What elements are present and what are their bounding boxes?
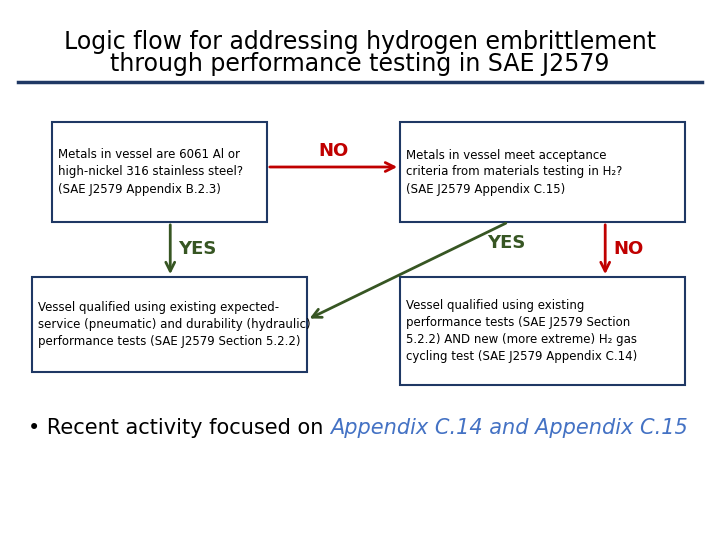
Text: Logic flow for addressing hydrogen embrittlement: Logic flow for addressing hydrogen embri…: [64, 30, 656, 54]
Text: NO: NO: [613, 240, 644, 259]
Text: Vessel qualified using existing expected-
service (pneumatic) and durability (hy: Vessel qualified using existing expected…: [38, 301, 310, 348]
Text: Vessel qualified using existing
performance tests (SAE J2579 Section
5.2.2) AND : Vessel qualified using existing performa…: [406, 299, 637, 363]
Text: • Recent activity focused on: • Recent activity focused on: [0, 539, 1, 540]
FancyBboxPatch shape: [400, 122, 685, 222]
FancyBboxPatch shape: [32, 277, 307, 372]
Text: through performance testing in SAE J2579: through performance testing in SAE J2579: [110, 52, 610, 76]
Text: NO: NO: [318, 142, 348, 160]
Text: YES: YES: [487, 234, 526, 252]
Text: Metals in vessel are 6061 Al or
high-nickel 316 stainless steel?
(SAE J2579 Appe: Metals in vessel are 6061 Al or high-nic…: [58, 148, 243, 195]
Text: YES: YES: [179, 240, 217, 259]
Text: Appendix C.14 and Appendix C.15: Appendix C.14 and Appendix C.15: [330, 418, 688, 438]
Text: • Recent activity focused on: • Recent activity focused on: [28, 418, 330, 438]
FancyBboxPatch shape: [400, 277, 685, 385]
FancyBboxPatch shape: [52, 122, 267, 222]
Text: Metals in vessel meet acceptance
criteria from materials testing in H₂?
(SAE J25: Metals in vessel meet acceptance criteri…: [406, 148, 622, 195]
